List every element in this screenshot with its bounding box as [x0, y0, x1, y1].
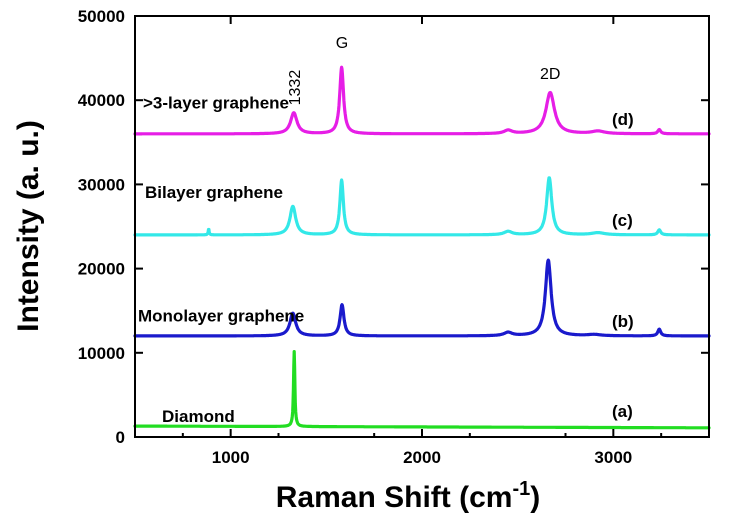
series-line	[133, 176, 711, 237]
y-tick-label: 10000	[78, 344, 125, 363]
peak-annotation: 1332	[287, 70, 304, 106]
y-tick-label: 20000	[78, 260, 125, 279]
x-tick-label: 1000	[212, 448, 250, 467]
x-tick-label: 2000	[403, 448, 441, 467]
y-tick-label: 50000	[78, 7, 125, 26]
peak-annotation: G	[336, 35, 348, 52]
series-marker-label: (a)	[612, 402, 633, 421]
y-tick-label: 30000	[78, 175, 125, 194]
series-layer	[133, 65, 711, 430]
series-line	[133, 350, 711, 430]
series-name-label: Diamond	[162, 407, 235, 426]
x-axis-title-superscript: -1	[512, 478, 530, 500]
series-marker-label: (b)	[612, 312, 634, 331]
series-line	[133, 65, 711, 136]
x-axis-title: Raman Shift (cm-1)	[276, 478, 541, 514]
series-name-label: Monolayer graphene	[138, 307, 304, 326]
series-line	[133, 258, 711, 338]
y-axis-title: Intensity (a. u.)	[12, 120, 45, 332]
peak-annotation: 2D	[540, 66, 560, 83]
series-name-label: >3-layer graphene	[143, 94, 289, 113]
y-tick-label: 40000	[78, 91, 125, 110]
label-layer: 0 10000 20000 30000 40000 50000 1000 2000 3000 Di…	[78, 7, 634, 467]
series-marker-label: (d)	[612, 110, 634, 129]
y-tick-label: 0	[116, 428, 125, 447]
series-name-label: Bilayer graphene	[145, 183, 283, 202]
series-marker-label: (c)	[612, 211, 633, 230]
x-tick-label: 3000	[594, 448, 632, 467]
tick-layer	[135, 15, 709, 438]
